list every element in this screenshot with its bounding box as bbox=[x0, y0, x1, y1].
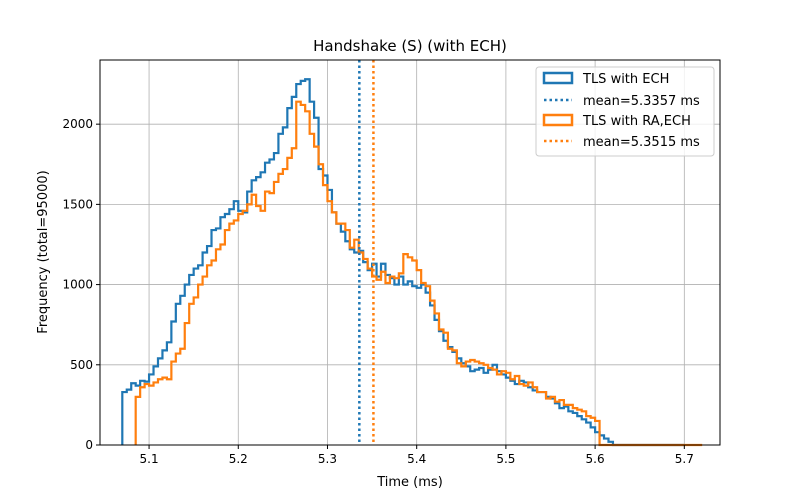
legend-swatch-tls-ech bbox=[542, 71, 574, 85]
series-0-step bbox=[121, 78, 685, 447]
plot-frame bbox=[99, 59, 721, 446]
x-tick-label-2: 5.3 bbox=[318, 452, 337, 466]
x-tick-label-5: 5.6 bbox=[586, 452, 605, 466]
y-tick-label-3: 1500 bbox=[62, 197, 93, 211]
x-tick-label-0: 5.1 bbox=[140, 452, 159, 466]
x-tick-label-1: 5.2 bbox=[229, 452, 248, 466]
legend-label-mean-ech: mean=5.3357 ms bbox=[583, 94, 700, 109]
legend-swatch-tls-ra-ech bbox=[542, 113, 574, 127]
x-tick-label-3: 5.4 bbox=[407, 452, 426, 466]
mean-lines bbox=[358, 60, 375, 445]
x-tick-label-6: 5.7 bbox=[675, 452, 694, 466]
y-axis-label: Frequency (total=95000) bbox=[36, 170, 51, 333]
y-axis-ticks: 0 500 1000 1500 2000 bbox=[62, 117, 100, 452]
legend-label-tls-ra-ech: TLS with RA,ECH bbox=[582, 114, 691, 129]
y-tick-label-0: 0 bbox=[85, 438, 93, 452]
series-layer bbox=[121, 78, 703, 447]
legend-label-mean-ra-ech: mean=5.3515 ms bbox=[583, 135, 700, 150]
chart-title: Handshake (S) (with ECH) bbox=[313, 37, 507, 55]
y-tick-label-2: 1000 bbox=[62, 278, 93, 292]
legend-label-tls-ech: TLS with ECH bbox=[582, 72, 669, 87]
x-axis-ticks: 5.1 5.2 5.3 5.4 5.5 5.6 5.7 bbox=[140, 445, 694, 466]
y-tick-label-1: 500 bbox=[70, 358, 93, 372]
legend-box bbox=[535, 66, 715, 157]
series-1-step bbox=[134, 100, 703, 447]
y-tick-label-4: 2000 bbox=[62, 117, 93, 131]
x-axis-label: Time (ms) bbox=[376, 475, 443, 490]
x-tick-label-4: 5.5 bbox=[496, 452, 515, 466]
legend: TLS with ECH mean=5.3357 ms TLS with RA,… bbox=[535, 66, 715, 157]
